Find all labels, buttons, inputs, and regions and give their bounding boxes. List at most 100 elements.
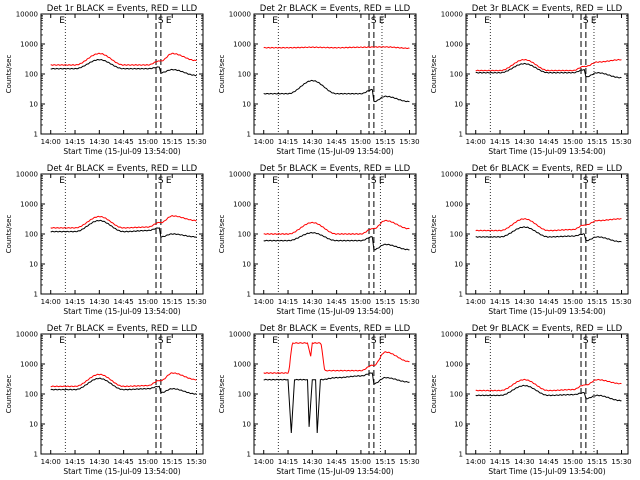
panel-2: Det 2r BLACK = Events, RED = LLD 1 10 100 10… — [218, 4, 420, 156]
y-axis-label: Counts/sec — [218, 375, 226, 414]
marker-label: E — [272, 336, 278, 346]
panel-1: Det 1r BLACK = Events, RED = LLD 1 10 100 10… — [5, 4, 207, 156]
marker-label: E — [591, 16, 597, 26]
events-series-line — [263, 372, 410, 434]
x-tick-label: 15:30 — [611, 138, 631, 146]
x-tick-label: 15:15 — [587, 298, 607, 306]
y-tick-label: 10000 — [16, 11, 38, 19]
marker-label: E — [484, 336, 490, 346]
panel-7: Det 7r BLACK = Events, RED = LLD 1 10 100 10… — [5, 324, 207, 476]
x-tick-label: 14:00 — [41, 458, 61, 466]
y-tick-label: 1000 — [233, 201, 251, 209]
y-tick-label: 10 — [454, 421, 463, 429]
y-tick-label: 1000 — [445, 41, 463, 49]
y-tick-label: 10000 — [441, 11, 463, 19]
panel-5: Det 5r BLACK = Events, RED = LLD 1 10 100 10… — [218, 164, 420, 316]
x-tick-label: 14:15 — [490, 458, 510, 466]
panel-title: Det 4r BLACK = Events, RED = LLD — [47, 164, 198, 174]
y-tick-label: 10 — [242, 101, 251, 109]
y-tick-label: 1 — [247, 291, 251, 299]
x-tick-label: 15:15 — [162, 298, 182, 306]
panel-9: Det 9r BLACK = Events, RED = LLD 1 10 100 10… — [430, 324, 632, 476]
panel-3: Det 3r BLACK = Events, RED = LLD 1 10 100 10… — [430, 4, 632, 156]
marker-label: E — [484, 176, 490, 186]
x-tick-label: 15:30 — [399, 138, 419, 146]
x-tick-label: 14:00 — [41, 298, 61, 306]
x-axis-label: Start Time (15-Jul-09 13:54:00) — [63, 467, 180, 476]
y-tick-label: 100 — [25, 391, 38, 399]
y-axis-label: Counts/sec — [430, 215, 438, 254]
x-tick-label: 14:00 — [254, 458, 274, 466]
y-tick-label: 10000 — [16, 331, 38, 339]
y-tick-label: 10 — [29, 101, 38, 109]
x-tick-label: 15:00 — [351, 298, 371, 306]
x-axis-label: Start Time (15-Jul-09 13:54:00) — [488, 467, 605, 476]
x-tick-label: 14:45 — [539, 138, 559, 146]
x-tick-label: 15:00 — [563, 458, 583, 466]
x-tick-label: 15:15 — [162, 138, 182, 146]
x-axis-label: Start Time (15-Jul-09 13:54:00) — [276, 307, 393, 316]
x-tick-label: 15:30 — [186, 298, 206, 306]
events-series-line — [263, 231, 410, 251]
marker-label: E — [166, 176, 172, 186]
y-tick-label: 10000 — [441, 331, 463, 339]
x-tick-label: 14:00 — [254, 138, 274, 146]
x-tick-label: 14:30 — [302, 138, 322, 146]
y-tick-label: 10 — [29, 261, 38, 269]
panel-title: Det 8r BLACK = Events, RED = LLD — [260, 324, 411, 334]
lld-series-line — [263, 342, 410, 374]
x-tick-label: 14:45 — [114, 298, 134, 306]
y-tick-label: 10 — [454, 261, 463, 269]
x-tick-label: 14:30 — [514, 458, 534, 466]
x-tick-label: 15:00 — [138, 138, 158, 146]
x-tick-label: 15:15 — [375, 298, 395, 306]
y-tick-label: 100 — [25, 231, 38, 239]
x-tick-label: 15:00 — [351, 138, 371, 146]
x-tick-label: 15:30 — [186, 138, 206, 146]
marker-label: E — [59, 16, 65, 26]
lld-series-line — [475, 58, 622, 72]
x-tick-label: 14:15 — [490, 298, 510, 306]
x-tick-label: 15:00 — [138, 298, 158, 306]
panel-8: Det 8r BLACK = Events, RED = LLD 1 10 100 10… — [218, 324, 420, 476]
y-tick-label: 1 — [459, 131, 463, 139]
y-axis-label: Counts/sec — [5, 215, 13, 254]
x-tick-label: 15:15 — [587, 138, 607, 146]
y-tick-label: 10000 — [16, 171, 38, 179]
y-tick-label: 1000 — [233, 361, 251, 369]
y-tick-label: 10 — [29, 421, 38, 429]
y-tick-label: 1 — [247, 451, 251, 459]
y-tick-label: 10000 — [229, 331, 251, 339]
marker-label: E — [591, 176, 597, 186]
x-tick-label: 14:30 — [302, 298, 322, 306]
y-tick-label: 10 — [454, 101, 463, 109]
x-tick-label: 14:00 — [41, 138, 61, 146]
y-tick-label: 1000 — [445, 201, 463, 209]
x-tick-label: 15:00 — [563, 298, 583, 306]
y-tick-label: 100 — [450, 71, 463, 79]
y-axis-label: Counts/sec — [430, 375, 438, 414]
x-tick-label: 15:15 — [587, 458, 607, 466]
marker-label: S — [583, 336, 589, 346]
events-series-line — [263, 79, 410, 103]
y-tick-label: 1 — [247, 131, 251, 139]
events-series-line — [50, 377, 197, 395]
marker-label: E — [484, 16, 490, 26]
y-tick-label: 100 — [450, 231, 463, 239]
marker-label: E — [166, 16, 172, 26]
marker-label: S — [371, 336, 377, 346]
y-tick-label: 1000 — [445, 361, 463, 369]
x-tick-label: 14:15 — [278, 298, 298, 306]
y-tick-label: 1000 — [20, 361, 38, 369]
marker-label: S — [583, 176, 589, 186]
marker-label: E — [166, 336, 172, 346]
y-tick-label: 10 — [242, 421, 251, 429]
y-tick-label: 100 — [238, 71, 251, 79]
y-tick-label: 100 — [238, 231, 251, 239]
x-tick-label: 14:45 — [114, 138, 134, 146]
events-series-line — [50, 58, 197, 77]
y-axis-label: Counts/sec — [218, 55, 226, 94]
x-tick-label: 15:00 — [138, 458, 158, 466]
y-tick-label: 1 — [34, 451, 38, 459]
x-tick-label: 14:30 — [514, 298, 534, 306]
